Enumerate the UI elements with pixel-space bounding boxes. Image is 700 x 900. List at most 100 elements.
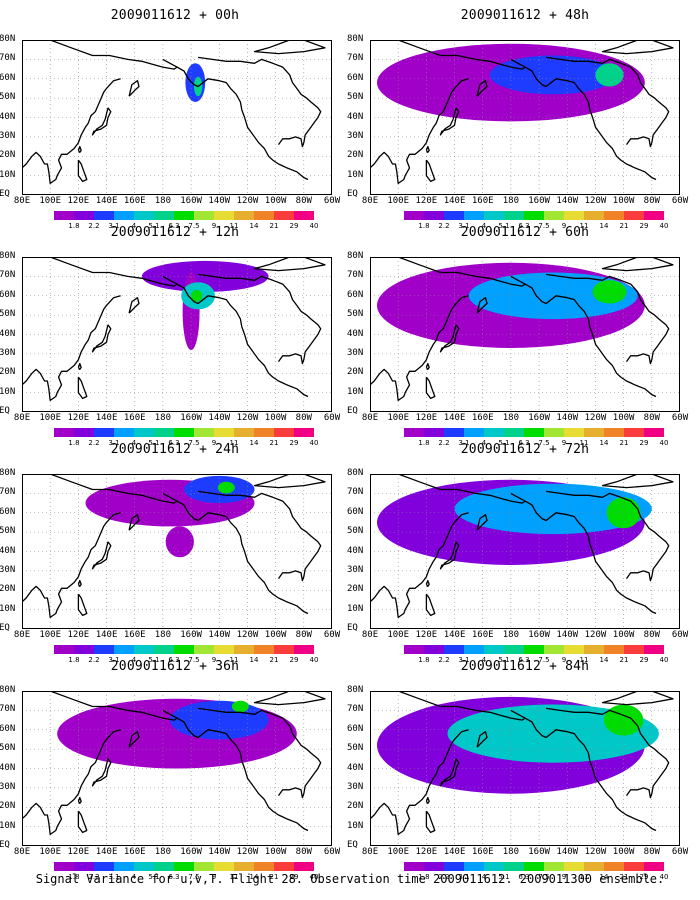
lon-tick-label: 80W [643, 413, 660, 423]
colorbar-swatch [194, 211, 214, 220]
colorbar-label: 1.8 [418, 222, 430, 230]
map-plot [22, 691, 332, 846]
colorbar-label: 7.5 [188, 656, 200, 664]
lon-tick-label: 120E [415, 630, 438, 640]
colorbar-swatch [644, 862, 664, 871]
lon-tick-label: 100W [264, 630, 287, 640]
colorbar-swatch [194, 428, 214, 437]
colorbar-swatch [584, 428, 604, 437]
coastline [49, 691, 178, 721]
lon-tick-label: 80W [643, 630, 660, 640]
map-panel: 2009011612 + 48h 80N 70N 60N 50N 40N 30N 20N 10N… [347, 0, 700, 230]
variance-region [57, 698, 297, 769]
lon-tick-label: 160E [471, 196, 494, 206]
lon-tick-label: 80W [643, 847, 660, 857]
coastline [77, 579, 82, 588]
variance-region [606, 497, 641, 529]
lon-tick-label: 100E [387, 847, 410, 857]
colorbar-label: 1.8 [418, 656, 430, 664]
colorbar-label: 5.1 [148, 222, 160, 230]
coastline [546, 707, 670, 799]
lon-tick-label: 80E [361, 630, 379, 640]
colorbar-swatch [524, 862, 544, 871]
lon-tick-label: 180 [502, 847, 520, 857]
coastline [476, 514, 488, 531]
colorbar-label: 21 [619, 656, 629, 664]
lat-tick-label: 80N [347, 685, 364, 695]
coastline [439, 107, 460, 136]
lat-tick-label: 10N [347, 169, 364, 180]
colorbar-label: 14 [599, 439, 609, 447]
colorbar-swatch [404, 428, 424, 437]
panel-title: 2009011612 + 48h [460, 8, 590, 23]
colorbar-label: 14 [599, 873, 609, 881]
colorbar-swatch [444, 862, 464, 871]
map-panel: 2009011612 + 84h 80N 70N 60N 50N 40N 30N 20N 10N… [347, 651, 700, 881]
colorbar-swatch [544, 211, 564, 220]
colorbar-label: 14 [249, 656, 259, 664]
colorbar-swatch [484, 645, 504, 654]
lon-tick-label: 160W [180, 196, 202, 206]
lon-tick-label: 160E [471, 630, 494, 640]
colorbar-swatch [444, 645, 464, 654]
coastline [198, 490, 322, 582]
lon-tick-label: 160W [180, 847, 202, 857]
map-panel: 2009011612 + 00h 80N 70N 60N 50N 40N 30N 20N 10N… [0, 0, 350, 230]
map-panel: 2009011612 + 36h 80N 70N 60N 50N 40N 30N 20N 10N… [0, 651, 350, 881]
lon-tick-label: 120E [67, 630, 90, 640]
colorbar-swatch [214, 862, 234, 871]
map-frame [22, 474, 332, 629]
colorbar-label: 21 [269, 222, 279, 230]
lon-tick-label: 180 [154, 630, 172, 640]
coastline [546, 56, 670, 148]
colorbar-swatch [404, 211, 424, 220]
panel-title: 2009011612 + 24h [110, 442, 240, 457]
lon-tick-label: 120E [67, 847, 90, 857]
coastline [22, 512, 121, 619]
colorbar-label: 9 [561, 222, 567, 230]
colorbar-swatch [624, 645, 644, 654]
variance-region [603, 704, 644, 736]
lat-tick-label: 60N [0, 289, 16, 300]
lat-tick-label: 50N [0, 309, 16, 320]
lat-tick-label: EQ [0, 189, 10, 199]
lat-tick-label: 10N [0, 386, 16, 397]
lon-tick-label: 180 [154, 847, 172, 857]
lat-tick-label: EQ [347, 189, 358, 199]
colorbar-label: 6.3 [168, 439, 180, 447]
colorbar-label: 5.1 [148, 439, 160, 447]
coastline [601, 474, 674, 489]
lat-tick-label: EQ [0, 623, 10, 633]
lat-tick-label: 70N [0, 270, 16, 281]
lon-tick-label: 100E [39, 413, 62, 423]
colorbar-swatch [74, 428, 94, 437]
map-frame [370, 40, 680, 195]
map-plot [370, 691, 680, 846]
colorbar-swatch [644, 211, 664, 220]
coastline [253, 474, 326, 489]
colorbar-swatch [524, 645, 544, 654]
coastline [524, 500, 657, 615]
colorbar-label: 6.3 [518, 439, 530, 447]
colorbar-swatch [154, 428, 174, 437]
colorbar-swatch [524, 428, 544, 437]
lon-tick-label: 120E [415, 413, 438, 423]
colorbar-label: 14 [599, 222, 609, 230]
map-frame [370, 691, 680, 846]
map-frame [22, 257, 332, 412]
lat-tick-label: 30N [0, 781, 16, 792]
colorbar-swatch [274, 428, 294, 437]
coastline [91, 107, 112, 136]
colorbar-label: 2.2 [438, 222, 450, 230]
colorbar-label: 2.2 [88, 222, 100, 230]
coastline [601, 691, 674, 706]
colorbar-swatch [584, 862, 604, 871]
colorbar [404, 211, 664, 220]
lat-tick-label: 80N [347, 34, 364, 44]
colorbar-swatch [504, 211, 524, 220]
lon-tick-label: 140E [443, 413, 466, 423]
colorbar-label: 29 [639, 439, 649, 447]
coastline [524, 283, 657, 398]
colorbar-swatch [624, 211, 644, 220]
colorbar-swatch [524, 211, 544, 220]
